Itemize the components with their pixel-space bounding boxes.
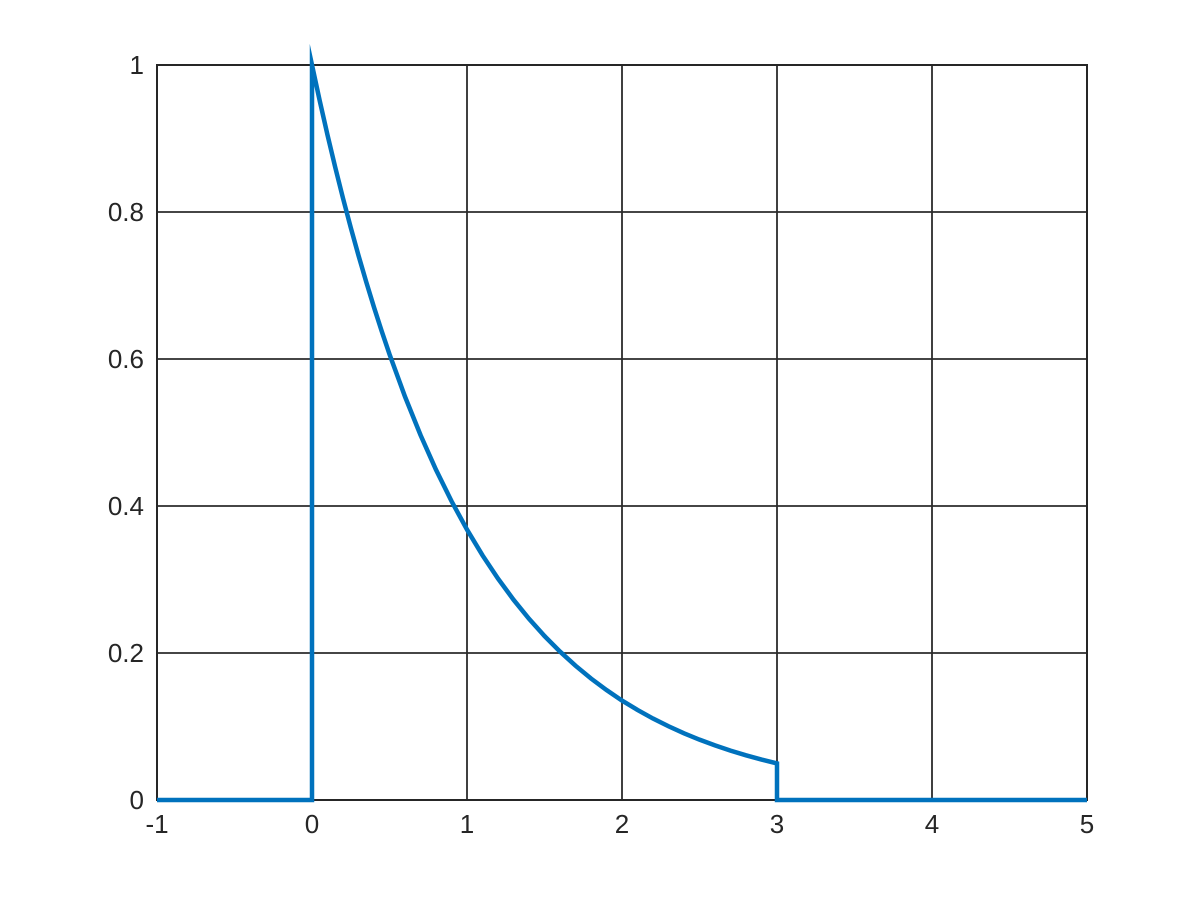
y-tick-label: 0.2 [108,638,144,668]
x-tick-labels: -1 0 1 2 3 4 5 [145,809,1094,839]
x-tick-label: -1 [145,809,168,839]
y-tick-labels: 0 0.2 0.4 0.6 0.8 1 [108,50,144,815]
y-tick-label: 0 [130,785,144,815]
x-tick-label: 0 [305,809,319,839]
grid-lines [156,64,1088,801]
y-tick-label: 0.6 [108,344,144,374]
x-tick-label: 2 [615,809,629,839]
curve-layer [157,43,1087,803]
y-tick-label: 0.8 [108,197,144,227]
x-tick-label: 3 [770,809,784,839]
axes-box [156,64,1088,801]
x-tick-label: 5 [1080,809,1094,839]
y-tick-label: 1 [130,50,144,80]
x-tick-label: 1 [460,809,474,839]
y-tick-label: 0.4 [108,491,144,521]
x-tick-label: 4 [925,809,939,839]
series-line [157,43,1087,803]
